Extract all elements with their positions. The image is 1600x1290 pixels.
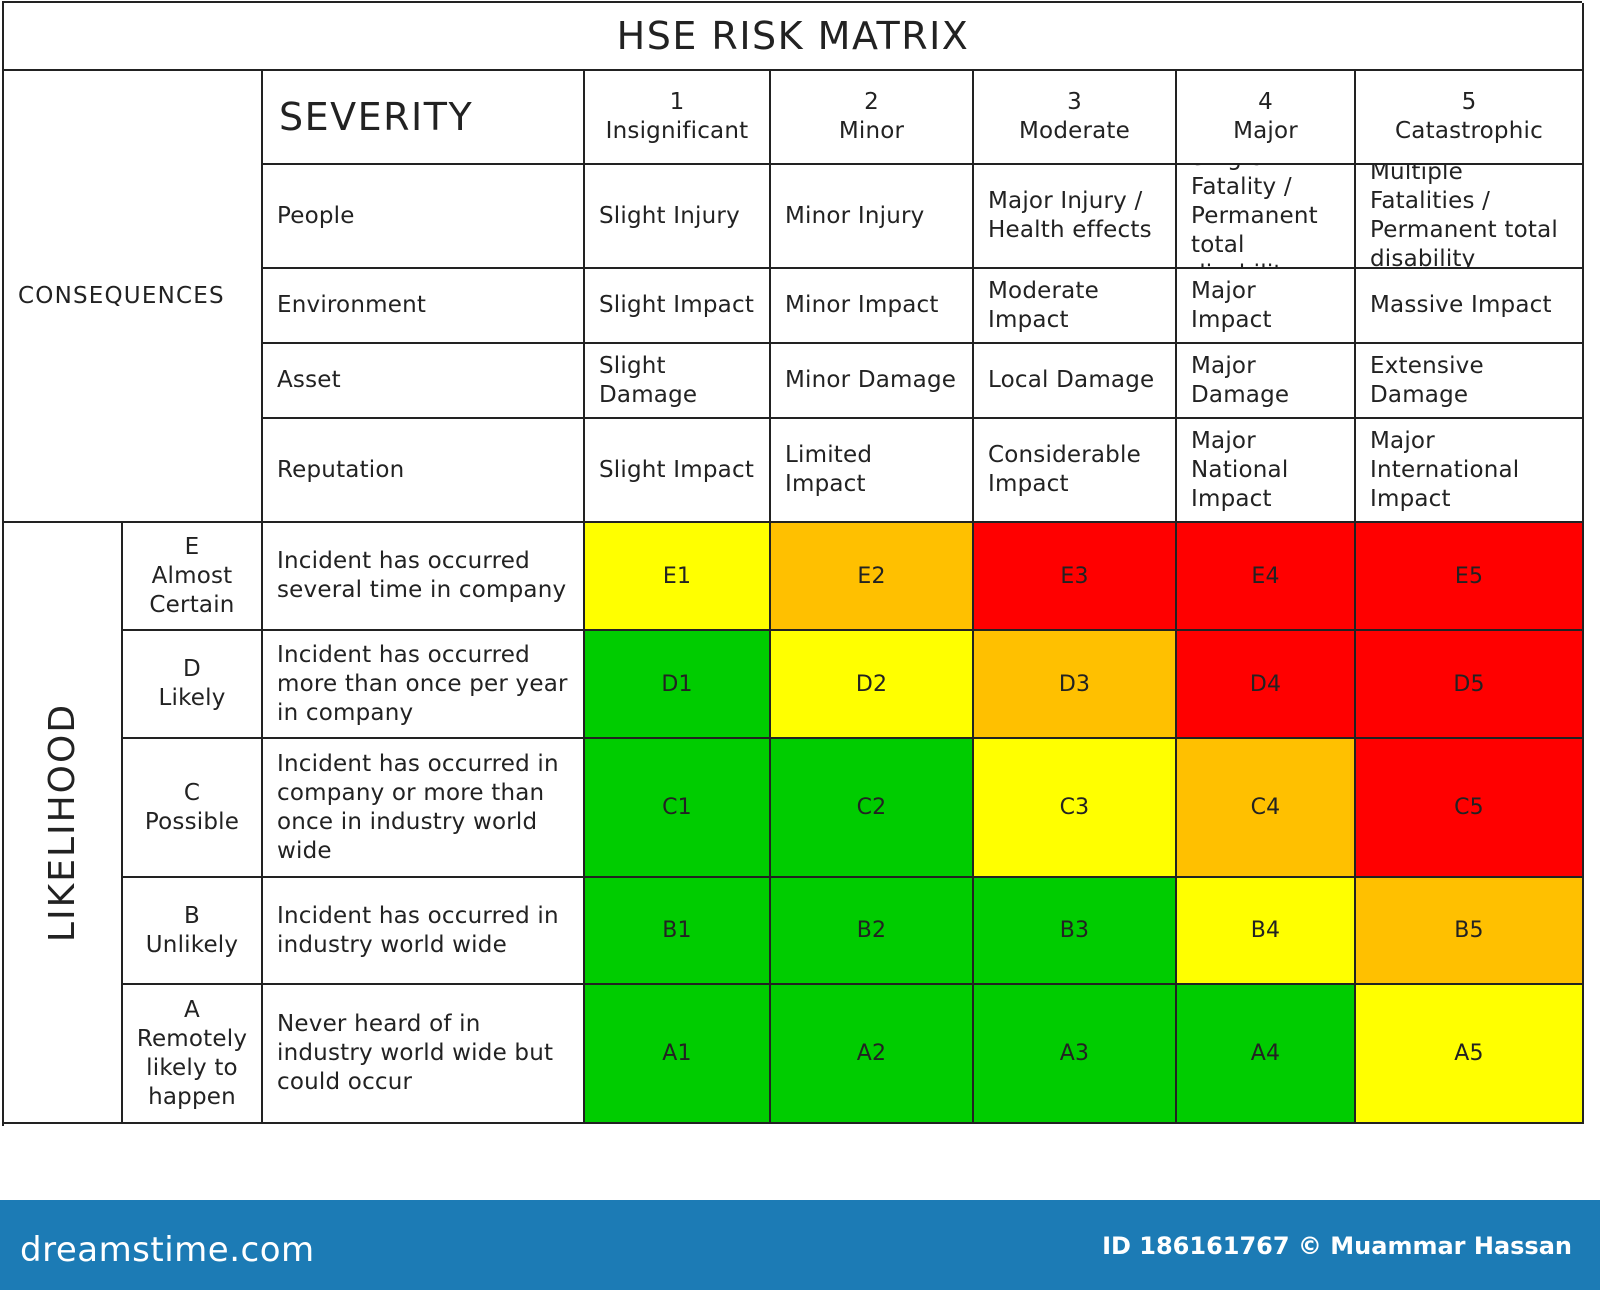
consequence-cell: Slight Impact: [585, 419, 771, 523]
severity-name: Catastrophic: [1395, 118, 1543, 144]
consequence-cell: Slight Damage: [585, 344, 771, 419]
likelihood-name: Unlikely: [145, 931, 239, 958]
risk-cell-c5: C5: [1356, 739, 1584, 878]
consequence-cell: Extensive Damage: [1356, 344, 1584, 419]
risk-cell-a5: A5: [1356, 985, 1584, 1124]
consequence-category-asset: Asset: [263, 344, 585, 419]
risk-cell-d2: D2: [771, 631, 974, 739]
risk-cell-e5: E5: [1356, 523, 1584, 631]
risk-cell-e1: E1: [585, 523, 771, 631]
consequence-category-reputation: Reputation: [263, 419, 585, 523]
severity-header-3: 3 Moderate: [974, 71, 1177, 165]
consequence-cell: Major National Impact: [1177, 419, 1356, 523]
risk-matrix-table: HSE RISK MATRIX CONSEQUENCES SEVERITY 1 Insi…: [2, 1, 1584, 1126]
consequence-cell: Major Injury / Health effects: [974, 165, 1177, 269]
consequence-cell: Multiple Fatalities / Permanent total di…: [1356, 165, 1584, 269]
severity-number: 5: [1461, 89, 1477, 115]
consequences-label: CONSEQUENCES: [4, 71, 263, 523]
likelihood-label: LIKELIHOOD: [4, 523, 123, 1124]
consequence-category-environment: Environment: [263, 269, 585, 344]
severity-header-2: 2 Minor: [771, 71, 974, 165]
severity-number: 3: [1067, 89, 1082, 115]
likelihood-code: D: [183, 656, 201, 682]
likelihood-code: A: [184, 996, 200, 1023]
severity-number: 1: [669, 89, 685, 115]
risk-cell-a1: A1: [585, 985, 771, 1124]
likelihood-level-e: E Almost Certain: [123, 523, 263, 631]
likelihood-name: Almost Certain: [149, 562, 235, 618]
likelihood-description: Incident has occurred in company or more…: [263, 739, 585, 878]
brand-logo: dreamstime.com: [20, 1230, 315, 1270]
risk-cell-b1: B1: [585, 878, 771, 985]
likelihood-code: C: [183, 779, 201, 806]
consequence-cell: Slight Injury: [585, 165, 771, 269]
likelihood-description: Incident has occurred several time in co…: [263, 523, 585, 631]
risk-cell-b2: B2: [771, 878, 974, 985]
risk-cell-c2: C2: [771, 739, 974, 878]
severity-name: Minor: [838, 118, 905, 144]
likelihood-level-a: A Remotely likely to happen: [123, 985, 263, 1124]
consequence-cell: Moderate Impact: [974, 269, 1177, 344]
risk-cell-d5: D5: [1356, 631, 1584, 739]
consequence-category-people: People: [263, 165, 585, 269]
consequence-cell: Major Damage: [1177, 344, 1356, 419]
consequence-cell: Local Damage: [974, 344, 1177, 419]
likelihood-name: Possible: [144, 808, 240, 835]
risk-cell-b4: B4: [1177, 878, 1356, 985]
likelihood-level-c: C Possible: [123, 739, 263, 878]
image-credit: ID 186161767 © Muammar Hassan: [1102, 1232, 1572, 1260]
likelihood-code: B: [184, 902, 200, 929]
risk-cell-a2: A2: [771, 985, 974, 1124]
consequence-cell: Limited Impact: [771, 419, 974, 523]
risk-cell-c3: C3: [974, 739, 1177, 878]
severity-number: 2: [864, 89, 879, 115]
consequence-cell: Major International Impact: [1356, 419, 1584, 523]
risk-cell-d3: D3: [974, 631, 1177, 739]
severity-header-1: 1 Insignificant: [585, 71, 771, 165]
risk-cell-e4: E4: [1177, 523, 1356, 631]
consequence-cell: Minor Damage: [771, 344, 974, 419]
consequence-cell: Minor Impact: [771, 269, 974, 344]
likelihood-description: Incident has occurred in industry world …: [263, 878, 585, 985]
risk-cell-a3: A3: [974, 985, 1177, 1124]
risk-cell-d1: D1: [585, 631, 771, 739]
matrix-title: HSE RISK MATRIX: [4, 3, 1584, 71]
likelihood-name: Remotely likely to happen: [136, 1025, 248, 1110]
consequence-cell: Considerable Impact: [974, 419, 1177, 523]
consequence-cell: Slight Impact: [585, 269, 771, 344]
risk-cell-b3: B3: [974, 878, 1177, 985]
consequence-cell: Single Fatality / Permanent total disabi…: [1177, 165, 1356, 269]
severity-name: Major: [1233, 118, 1298, 144]
consequence-cell: Major Impact: [1177, 269, 1356, 344]
severity-number: 4: [1258, 89, 1273, 115]
likelihood-description: Incident has occurred more than once per…: [263, 631, 585, 739]
severity-name: Moderate: [1019, 118, 1130, 144]
likelihood-code: E: [184, 533, 200, 560]
risk-cell-c1: C1: [585, 739, 771, 878]
likelihood-name: Likely: [158, 685, 226, 711]
risk-cell-c4: C4: [1177, 739, 1356, 878]
risk-cell-e3: E3: [974, 523, 1177, 631]
severity-header-4: 4 Major: [1177, 71, 1356, 165]
footer-bar: dreamstime.com ID 186161767 © Muammar Ha…: [0, 1200, 1600, 1290]
risk-cell-e2: E2: [771, 523, 974, 631]
likelihood-level-d: D Likely: [123, 631, 263, 739]
risk-cell-a4: A4: [1177, 985, 1356, 1124]
consequence-cell: Massive Impact: [1356, 269, 1584, 344]
consequence-cell: Minor Injury: [771, 165, 974, 269]
likelihood-description: Never heard of in industry world wide bu…: [263, 985, 585, 1124]
likelihood-label-text: LIKELIHOOD: [42, 702, 84, 943]
severity-header-5: 5 Catastrophic: [1356, 71, 1584, 165]
severity-label: SEVERITY: [263, 71, 585, 165]
likelihood-level-b: B Unlikely: [123, 878, 263, 985]
severity-name: Insignificant: [605, 118, 749, 144]
risk-cell-b5: B5: [1356, 878, 1584, 985]
risk-cell-d4: D4: [1177, 631, 1356, 739]
